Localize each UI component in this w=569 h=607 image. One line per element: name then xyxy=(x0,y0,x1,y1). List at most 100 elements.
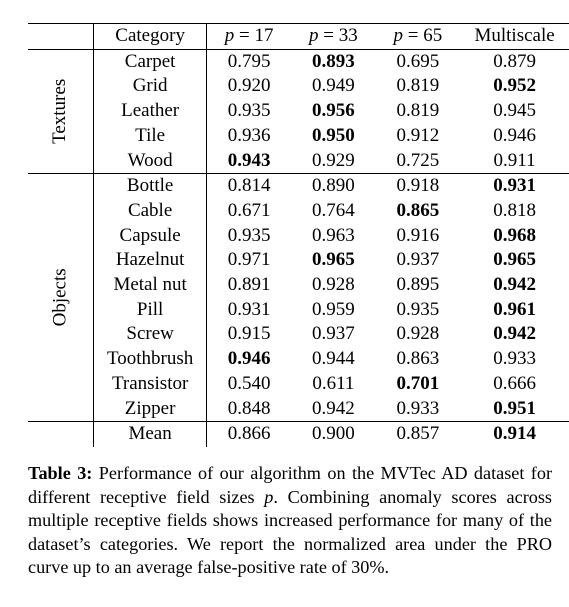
cell-p17: 0.915 xyxy=(227,323,271,345)
table-row: Toothbrush 0.946 0.944 0.863 0.933 xyxy=(28,347,569,372)
cell-multi: 0.965 xyxy=(493,249,536,271)
header-row: Category p = 17 p = 33 p = 65 Multiscale xyxy=(28,23,569,50)
cell-p65: 0.865 xyxy=(396,199,440,221)
cell-p65: 0.701 xyxy=(396,372,440,394)
cell-p33: 0.890 xyxy=(291,173,376,199)
cell-multi: 0.942 xyxy=(493,323,536,345)
cell-multi: 0.931 xyxy=(460,173,569,199)
table-row: Tile 0.936 0.950 0.912 0.946 xyxy=(28,123,569,149)
cell-p33: 0.959 xyxy=(312,298,355,320)
cell-multi: 0.946 xyxy=(493,124,536,146)
category-cell: Wood xyxy=(93,148,208,174)
cell-multi: 0.952 xyxy=(493,75,536,97)
cell-multi: 0.942 xyxy=(493,274,536,296)
cell-p65: 0.857 xyxy=(375,421,461,447)
results-table: Category p = 17 p = 33 p = 65 Multiscale… xyxy=(28,23,569,447)
header-p65: p = 65 xyxy=(375,23,461,50)
cell-p65: 0.916 xyxy=(396,224,440,246)
cell-p33: 0.764 xyxy=(312,199,355,221)
cell-p17: 0.935 xyxy=(227,100,271,122)
table-row: Hazelnut 0.971 0.965 0.937 0.965 xyxy=(28,248,569,274)
cell-p17: 0.540 xyxy=(227,372,271,394)
group-label-cell: Textures xyxy=(28,48,94,174)
cell-p33: 0.929 xyxy=(312,149,355,171)
category-cell: Bottle xyxy=(93,173,208,199)
cell-p17: 0.946 xyxy=(227,348,271,370)
category-cell: Capsule xyxy=(93,223,208,249)
category-cell: Hazelnut xyxy=(93,248,208,274)
cell-p65: 0.937 xyxy=(396,249,440,271)
cell-multi: 0.879 xyxy=(460,48,569,75)
cell-p65: 0.725 xyxy=(396,149,440,171)
cell-p17: 0.866 xyxy=(206,421,292,447)
cell-multi: 0.933 xyxy=(493,348,536,370)
category-cell: Transistor xyxy=(93,371,208,397)
cell-multi: 0.914 xyxy=(460,421,569,447)
cell-p33: 0.963 xyxy=(312,224,355,246)
category-cell: Leather xyxy=(93,99,208,124)
cell-p65: 0.695 xyxy=(375,48,461,75)
cell-p17: 0.848 xyxy=(227,397,271,419)
cell-p17: 0.936 xyxy=(227,124,271,146)
category-cell: Carpet xyxy=(93,48,208,75)
cell-multi: 0.818 xyxy=(493,199,536,221)
table-row: Textures Carpet 0.795 0.893 0.695 0.879 xyxy=(28,48,569,174)
header-multiscale: Multiscale xyxy=(460,23,569,50)
table-row: Capsule 0.935 0.963 0.916 0.968 xyxy=(28,223,569,249)
cell-p17: 0.920 xyxy=(227,75,271,97)
cell-p65: 0.819 xyxy=(396,100,440,122)
cell-multi: 0.961 xyxy=(493,298,536,320)
cell-p17: 0.814 xyxy=(206,173,292,199)
category-cell: Metal nut xyxy=(93,273,208,298)
cell-p17: 0.935 xyxy=(227,224,271,246)
cell-p33: 0.900 xyxy=(291,421,376,447)
group-label: Objects xyxy=(49,268,71,327)
cell-p65: 0.819 xyxy=(396,75,440,97)
mean-row: Mean 0.866 0.900 0.857 0.914 xyxy=(28,421,569,447)
cell-p17: 0.795 xyxy=(206,48,292,75)
table-row: Screw 0.915 0.937 0.928 0.942 xyxy=(28,322,569,348)
table-row: Grid 0.920 0.949 0.819 0.952 xyxy=(28,74,569,100)
category-cell: Toothbrush xyxy=(93,347,208,372)
cell-p33: 0.928 xyxy=(312,274,355,296)
cell-multi: 0.666 xyxy=(493,372,536,394)
table-row: Metal nut 0.891 0.928 0.895 0.942 xyxy=(28,273,569,298)
cell-p65: 0.928 xyxy=(396,323,440,345)
cell-multi: 0.968 xyxy=(493,224,536,246)
caption-text: Performance of our algorithm on the MVTe… xyxy=(28,463,552,577)
header-group xyxy=(28,23,94,50)
mean-group-cell xyxy=(28,421,94,447)
cell-p17: 0.671 xyxy=(227,199,271,221)
table-row: Cable 0.671 0.764 0.865 0.818 xyxy=(28,198,569,224)
cell-p65: 0.912 xyxy=(396,124,440,146)
table-row: Leather 0.935 0.956 0.819 0.945 xyxy=(28,99,569,124)
header-category: Category xyxy=(93,23,208,50)
cell-p33: 0.949 xyxy=(312,75,355,97)
cell-p17: 0.943 xyxy=(227,149,271,171)
category-cell: Pill xyxy=(93,297,208,323)
cell-multi: 0.945 xyxy=(493,100,536,122)
header-p17: p = 17 xyxy=(206,23,292,50)
category-cell: Zipper xyxy=(93,396,208,422)
cell-p65: 0.933 xyxy=(396,397,440,419)
cell-p33: 0.944 xyxy=(312,348,355,370)
table-row: Transistor 0.540 0.611 0.701 0.666 xyxy=(28,371,569,397)
mean-label: Mean xyxy=(93,421,208,447)
cell-multi: 0.911 xyxy=(493,149,536,171)
table-row: Pill 0.931 0.959 0.935 0.961 xyxy=(28,297,569,323)
cell-p33: 0.950 xyxy=(312,124,355,146)
cell-p65: 0.935 xyxy=(396,298,440,320)
table-row: Zipper 0.848 0.942 0.933 0.951 xyxy=(28,396,569,422)
table-caption: Table 3: Performance of our algorithm on… xyxy=(28,462,552,580)
cell-p65: 0.863 xyxy=(396,348,440,370)
category-cell: Screw xyxy=(93,322,208,348)
table-row: Wood 0.943 0.929 0.725 0.911 xyxy=(28,148,569,174)
cell-p33: 0.611 xyxy=(312,372,355,394)
group-label: Textures xyxy=(49,78,71,145)
cell-p65: 0.918 xyxy=(375,173,461,199)
category-cell: Cable xyxy=(93,198,208,224)
cell-p33: 0.893 xyxy=(291,48,376,75)
cell-p33: 0.937 xyxy=(312,323,355,345)
cell-multi: 0.951 xyxy=(493,397,536,419)
cell-p17: 0.971 xyxy=(227,249,271,271)
